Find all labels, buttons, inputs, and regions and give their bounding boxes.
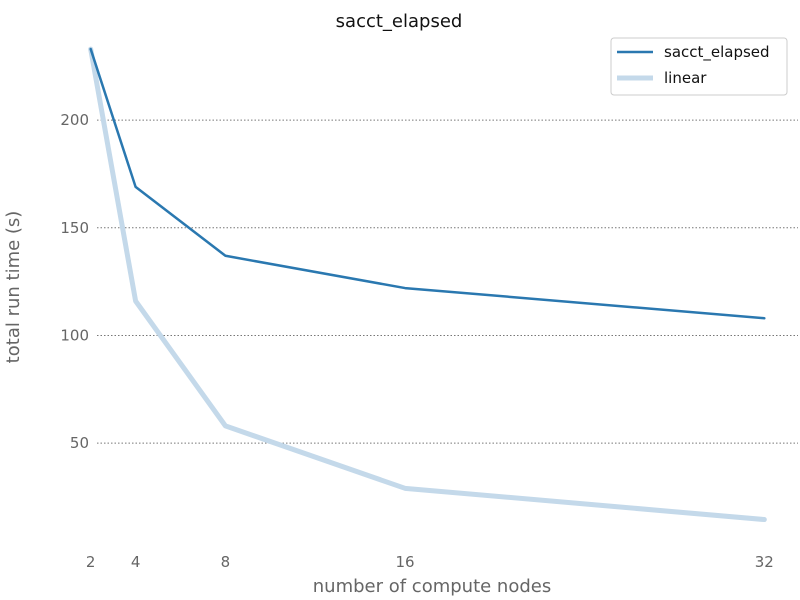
x-tick-label: 8: [221, 553, 231, 571]
legend-box: [610, 37, 788, 96]
legend-label-linear: linear: [664, 69, 707, 87]
y-axis-label: total run time (s): [3, 211, 24, 364]
series-line-sacct-elapsed: [89, 47, 766, 320]
y-tick-label: 200: [60, 111, 89, 129]
x-tick-label: 16: [395, 553, 414, 571]
legend-label-sacct-elapsed: sacct_elapsed: [664, 43, 770, 62]
y-tick-labels: 50 100 150 200: [60, 111, 89, 452]
y-tick-label: 100: [60, 326, 89, 344]
series-layer: [88, 46, 767, 523]
grid: [97, 119, 798, 444]
y-tick-label: 150: [60, 219, 89, 237]
series-line-linear: [88, 46, 767, 523]
x-tick-labels: 2 4 8 16 32: [86, 553, 774, 571]
x-tick-label: 2: [86, 553, 96, 571]
y-tick-label: 50: [70, 434, 89, 452]
x-tick-label: 4: [131, 553, 141, 571]
legend: sacct_elapsed linear: [610, 37, 788, 96]
x-tick-label: 32: [755, 553, 774, 571]
x-axis-label: number of compute nodes: [313, 576, 551, 597]
chart-title: sacct_elapsed: [336, 11, 463, 32]
